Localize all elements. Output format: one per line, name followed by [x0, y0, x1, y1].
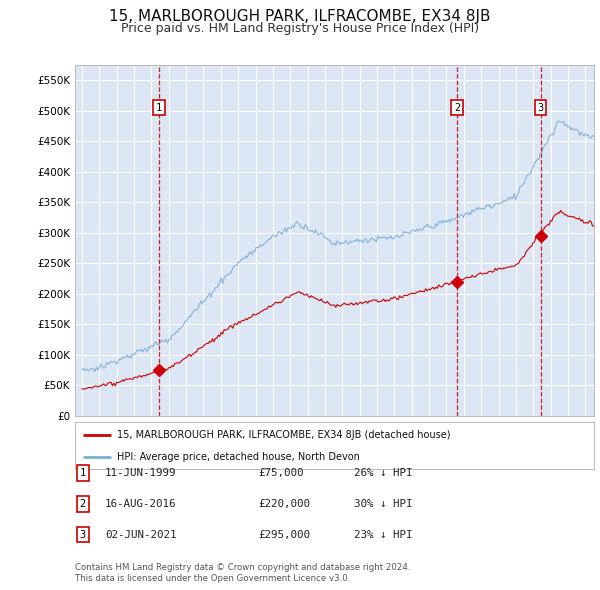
Text: 1: 1 [80, 468, 86, 478]
Text: HPI: Average price, detached house, North Devon: HPI: Average price, detached house, Nort… [116, 453, 359, 462]
Text: 2: 2 [80, 499, 86, 509]
Text: This data is licensed under the Open Government Licence v3.0.: This data is licensed under the Open Gov… [75, 574, 350, 583]
Text: 15, MARLBOROUGH PARK, ILFRACOMBE, EX34 8JB: 15, MARLBOROUGH PARK, ILFRACOMBE, EX34 8… [109, 9, 491, 24]
Text: 30% ↓ HPI: 30% ↓ HPI [354, 499, 413, 509]
Text: 15, MARLBOROUGH PARK, ILFRACOMBE, EX34 8JB (detached house): 15, MARLBOROUGH PARK, ILFRACOMBE, EX34 8… [116, 430, 450, 440]
Text: 3: 3 [538, 103, 544, 113]
Text: £75,000: £75,000 [258, 468, 304, 478]
Text: 26% ↓ HPI: 26% ↓ HPI [354, 468, 413, 478]
Text: 02-JUN-2021: 02-JUN-2021 [105, 530, 176, 539]
Text: £220,000: £220,000 [258, 499, 310, 509]
Text: 23% ↓ HPI: 23% ↓ HPI [354, 530, 413, 539]
Text: 11-JUN-1999: 11-JUN-1999 [105, 468, 176, 478]
Text: 16-AUG-2016: 16-AUG-2016 [105, 499, 176, 509]
Text: 2: 2 [454, 103, 460, 113]
Text: £295,000: £295,000 [258, 530, 310, 539]
Text: 3: 3 [80, 530, 86, 539]
Text: Price paid vs. HM Land Registry's House Price Index (HPI): Price paid vs. HM Land Registry's House … [121, 22, 479, 35]
Text: 1: 1 [156, 103, 162, 113]
Text: Contains HM Land Registry data © Crown copyright and database right 2024.: Contains HM Land Registry data © Crown c… [75, 563, 410, 572]
